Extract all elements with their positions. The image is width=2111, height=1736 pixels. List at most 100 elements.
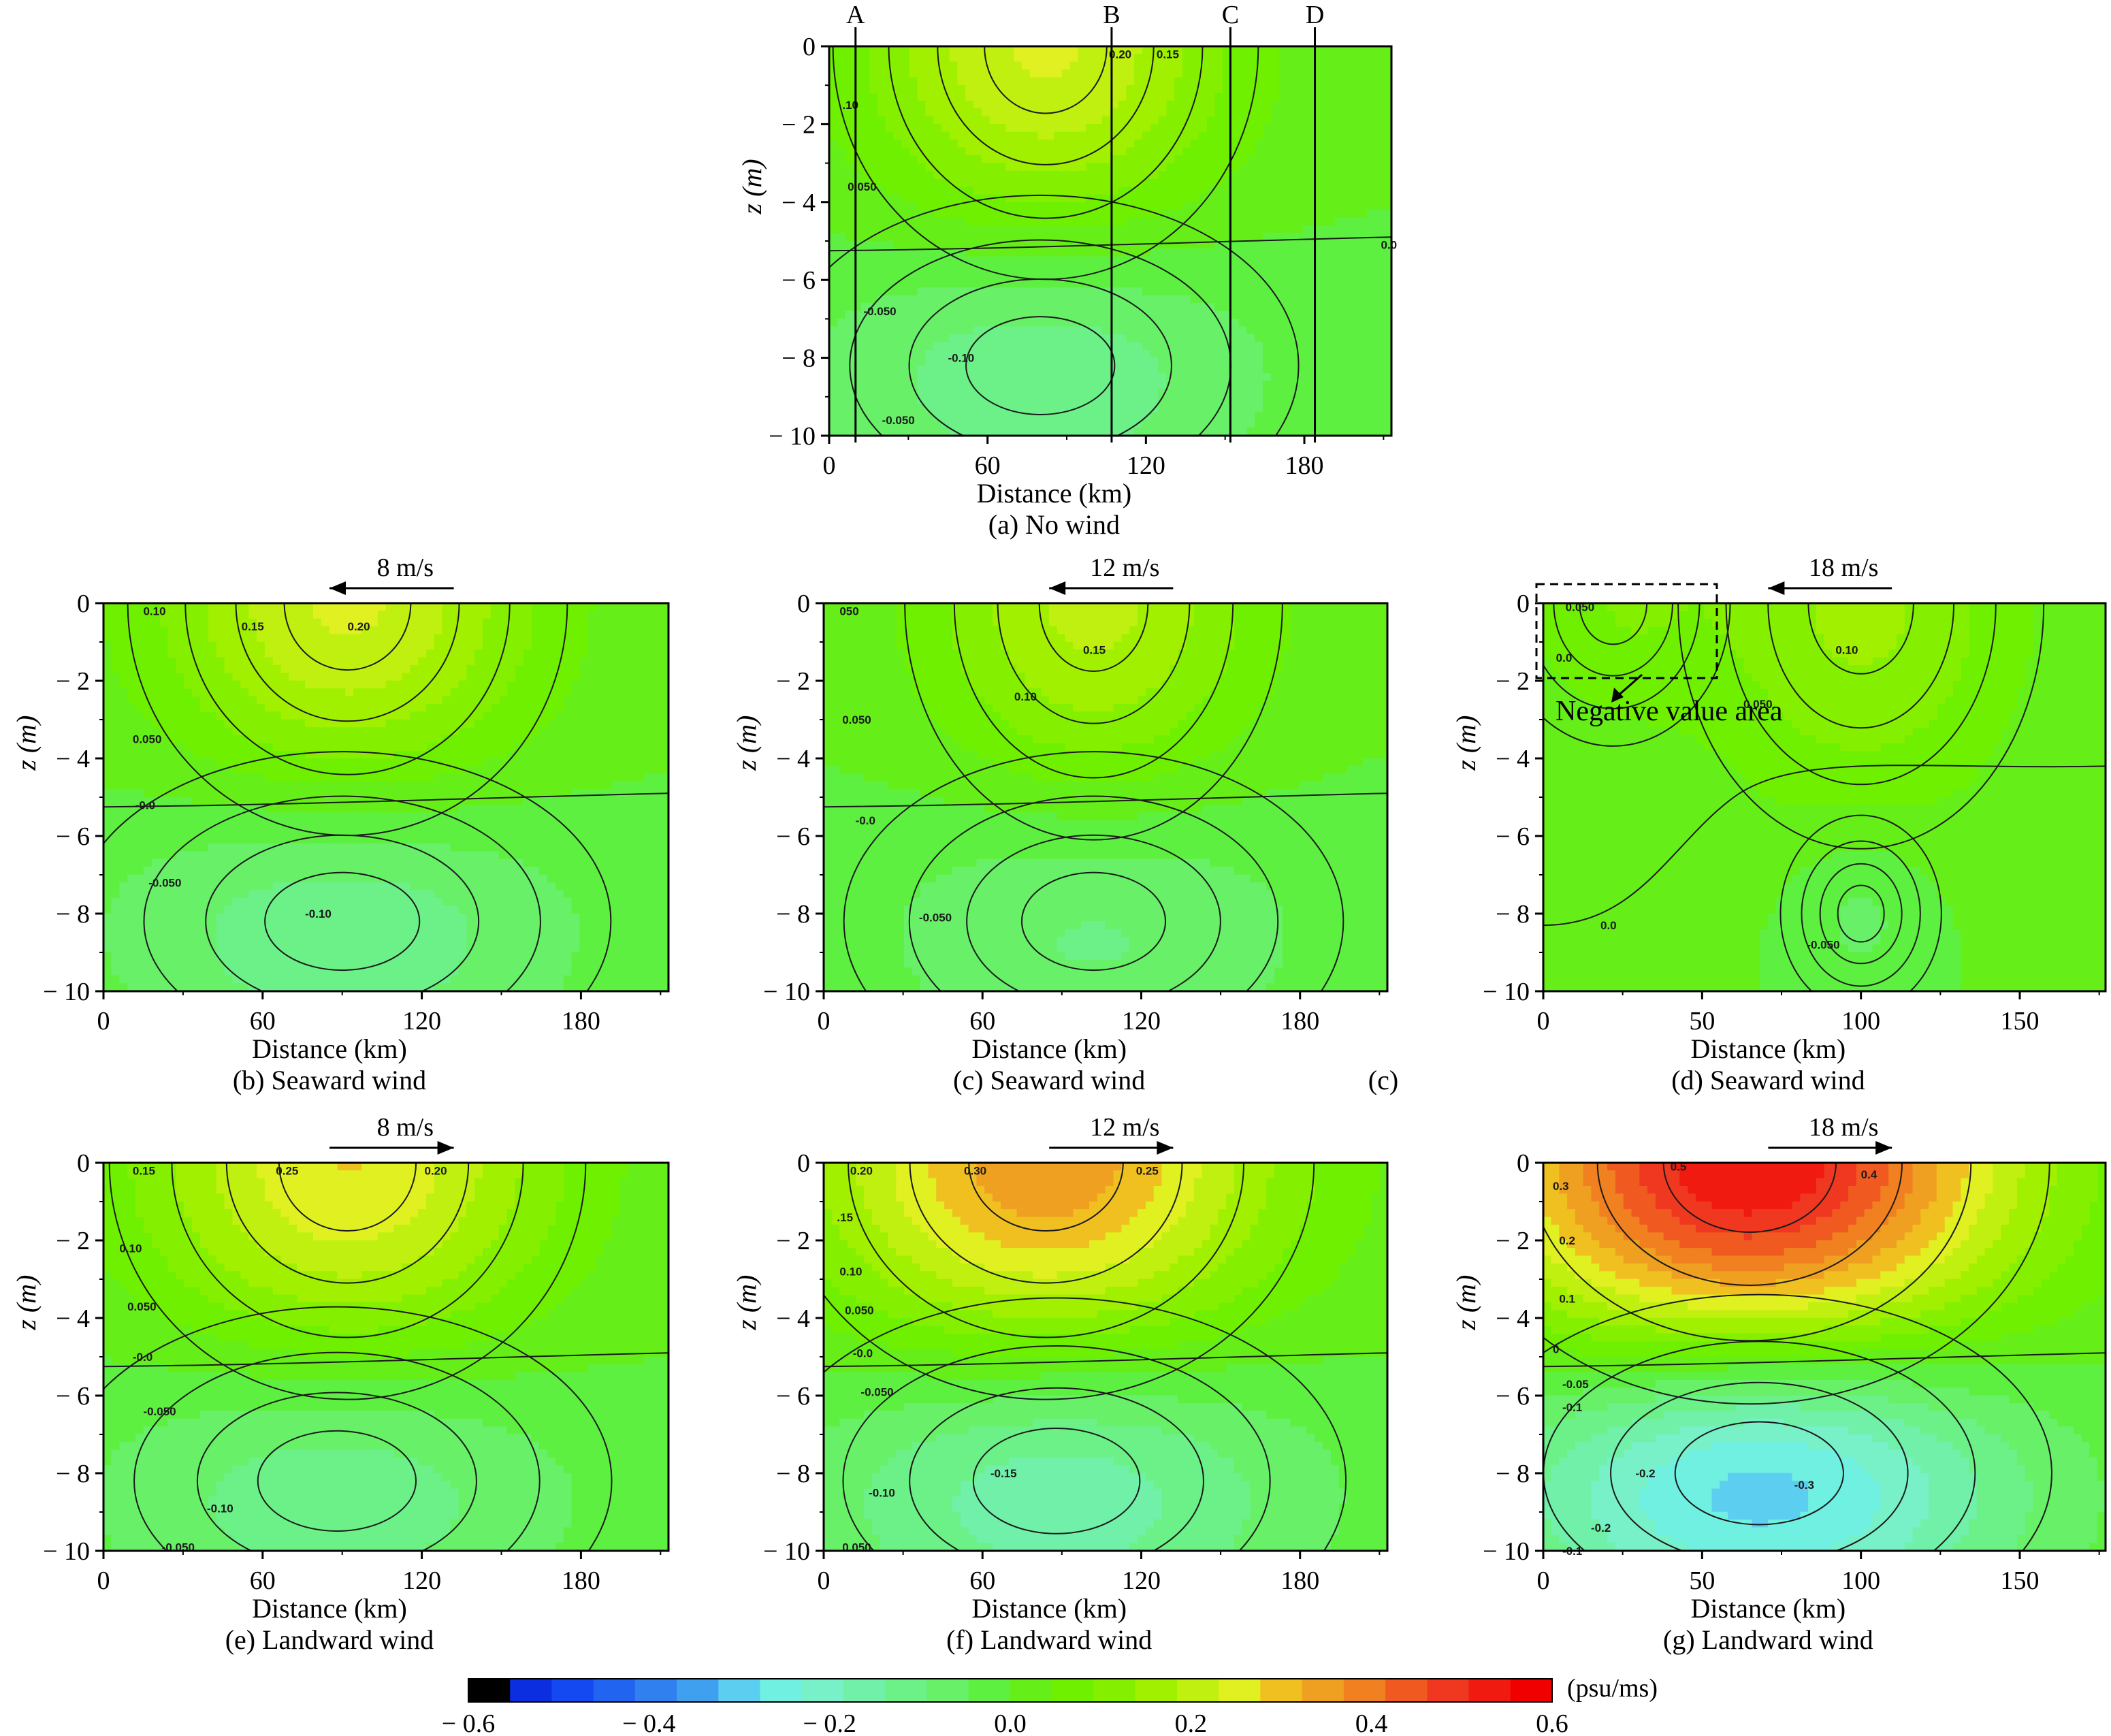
field-cell <box>119 905 128 914</box>
field-cell <box>240 626 249 634</box>
field-cell <box>1319 240 1327 249</box>
field-cell <box>845 412 854 421</box>
field-cell <box>1118 155 1127 163</box>
field-cell <box>1198 373 1207 382</box>
field-cell <box>1054 147 1063 156</box>
field-cell <box>1278 326 1287 335</box>
field-cell <box>199 960 209 969</box>
field-cell <box>321 781 330 790</box>
field-cell <box>1061 303 1071 312</box>
field-cell <box>997 186 1006 195</box>
field-cell <box>216 680 225 689</box>
field-cell <box>329 657 338 666</box>
field-cell <box>1287 100 1295 109</box>
field-cell <box>312 905 322 914</box>
field-cell <box>1383 61 1391 70</box>
field-cell <box>1094 225 1103 234</box>
field-cell <box>1101 108 1111 117</box>
field-cell <box>901 349 910 358</box>
field-cell <box>860 419 870 428</box>
field-cell <box>1206 225 1215 234</box>
field-cell <box>176 773 184 782</box>
field-cell <box>1367 225 1376 234</box>
field-cell <box>385 890 395 899</box>
field-cell <box>1014 46 1022 54</box>
field-cell <box>1037 69 1046 78</box>
field-cell <box>256 897 265 906</box>
field-cell <box>1182 46 1191 54</box>
field-cell <box>1222 357 1231 366</box>
field-cell <box>135 766 144 775</box>
field-cell <box>248 812 257 821</box>
field-cell <box>1351 209 1360 218</box>
field-cell <box>256 952 265 961</box>
field-cell <box>329 952 338 961</box>
field-cell <box>933 93 942 101</box>
field-cell <box>418 960 427 969</box>
field-cell <box>981 178 990 187</box>
field-cell <box>248 664 257 673</box>
field-cell <box>418 835 427 844</box>
field-cell <box>973 287 982 296</box>
field-cell <box>1101 147 1111 156</box>
field-cell <box>135 913 144 922</box>
field-cell <box>176 874 184 883</box>
field-cell <box>1190 404 1199 413</box>
field-cell <box>369 858 378 867</box>
field-cell <box>1158 419 1167 428</box>
field-cell <box>393 789 403 798</box>
field-cell <box>917 373 926 382</box>
field-cell <box>1255 396 1263 405</box>
field-cell <box>1327 225 1336 234</box>
field-cell <box>377 626 387 634</box>
field-cell <box>981 77 990 86</box>
field-cell <box>901 93 910 101</box>
field-cell <box>965 310 974 319</box>
field-cell <box>1238 217 1247 226</box>
field-cell <box>256 929 265 937</box>
field-cell <box>264 967 274 976</box>
field-cell <box>1182 404 1191 413</box>
field-cell <box>1214 256 1223 265</box>
field-cell <box>1375 279 1384 288</box>
field-cell <box>1246 264 1255 273</box>
field-cell <box>1166 279 1175 288</box>
field-cell <box>901 412 910 421</box>
field-cell <box>103 820 112 829</box>
field-cell <box>385 742 395 751</box>
field-cell <box>119 688 128 697</box>
field-cell <box>1270 209 1280 218</box>
field-cell <box>885 381 894 389</box>
field-cell <box>1367 389 1376 398</box>
field-cell <box>418 735 427 743</box>
field-cell <box>1335 233 1344 242</box>
field-cell <box>1037 248 1046 257</box>
field-cell <box>216 696 225 705</box>
field-cell <box>135 719 144 728</box>
field-cell <box>248 913 257 922</box>
field-cell <box>1278 93 1287 101</box>
field-cell <box>997 225 1006 234</box>
field-cell <box>1342 264 1352 273</box>
field-cell <box>337 897 347 906</box>
field-cell <box>933 248 942 257</box>
field-cell <box>143 975 152 984</box>
field-cell <box>1367 310 1376 319</box>
field-cell <box>853 256 862 265</box>
field-cell <box>1054 233 1063 242</box>
field-cell <box>1359 178 1368 187</box>
field-cell <box>224 905 233 914</box>
field-cell <box>402 680 410 689</box>
field-cell <box>901 357 910 366</box>
field-cell <box>1367 178 1376 187</box>
field-cell <box>1037 365 1046 374</box>
field-cell <box>256 773 265 782</box>
field-cell <box>877 272 886 280</box>
field-cell <box>1142 373 1151 382</box>
field-cell <box>1029 77 1039 86</box>
field-cell <box>111 789 120 798</box>
field-cell <box>111 921 120 930</box>
field-cell <box>901 303 910 312</box>
field-cell <box>917 233 926 242</box>
field-cell <box>377 858 387 867</box>
